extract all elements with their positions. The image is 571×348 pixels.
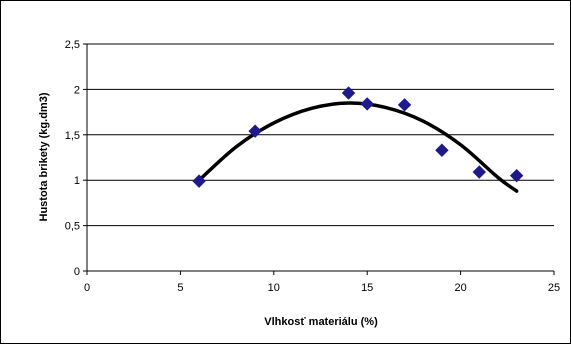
y-tick-label-5: 2,5: [65, 39, 80, 51]
data-point-2: [341, 86, 356, 100]
y-tick-label-3: 1,5: [65, 130, 80, 142]
x-tick-label-3: 15: [361, 282, 373, 294]
y-axis-title: Hustota brikety (kg.dm3): [38, 92, 50, 221]
data-point-0: [192, 174, 206, 188]
y-tick-label-2: 1: [74, 175, 80, 187]
data-point-5: [435, 143, 449, 157]
x-axis-title: Vlhkosť materiálu (%): [264, 316, 378, 328]
trendline-layer: [197, 101, 519, 193]
data-points: [192, 86, 524, 188]
y-tick-label-1: 0,5: [65, 221, 80, 233]
axes: [83, 43, 555, 275]
data-point-4: [397, 98, 412, 112]
data-point-7: [509, 168, 524, 183]
data-point-6: [472, 165, 486, 179]
x-tick-label-5: 25: [548, 282, 560, 294]
x-tick-label-1: 5: [177, 282, 183, 294]
data-point-1: [248, 124, 262, 138]
gridlines: [87, 43, 554, 227]
x-tick-label-4: 20: [454, 282, 466, 294]
x-tick-label-0: 0: [84, 282, 90, 294]
trendline: [197, 101, 519, 193]
data-point-3: [360, 97, 374, 111]
y-tick-label-0: 0: [74, 266, 80, 278]
tick-labels: 0 0,5 1 1,5 2 2,5 0 5 10 15 20 25: [65, 39, 560, 294]
y-tick-label-4: 2: [74, 84, 80, 96]
chart-svg: 0 0,5 1 1,5 2 2,5 0 5 10 15 20 25 Vlhkosť materiálu…: [38, 39, 560, 328]
x-tick-label-2: 10: [268, 282, 280, 294]
